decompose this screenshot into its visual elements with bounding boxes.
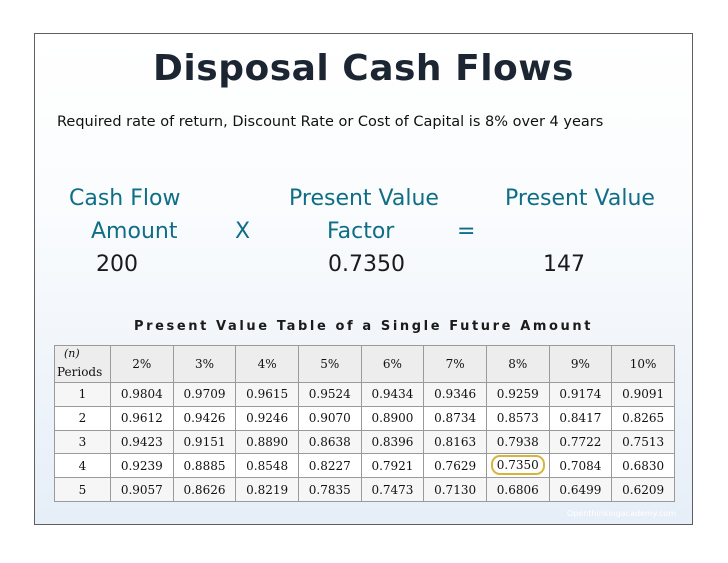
cash-flow-value: 200 bbox=[96, 252, 138, 277]
table-header-row: (n) Periods 2% 3% 4% 5% 6% 7% 8% 9% 10% bbox=[54, 345, 675, 383]
factor-cell: 0.7473 bbox=[360, 477, 425, 502]
rate-header: 4% bbox=[235, 345, 299, 383]
factor-cell: 0.8163 bbox=[423, 429, 487, 455]
equals-symbol: = bbox=[457, 219, 476, 244]
rate-header: 9% bbox=[548, 345, 613, 383]
rate-header: 5% bbox=[297, 345, 362, 383]
factor-cell: 0.9246 bbox=[235, 405, 299, 431]
cash-flow-label-line1: Cash Flow bbox=[69, 186, 181, 211]
factor-cell: 0.6806 bbox=[485, 477, 550, 502]
factor-cell: 0.9423 bbox=[110, 429, 174, 455]
pv-factor-label-line1: Present Value bbox=[289, 186, 439, 211]
present-value-table: (n) Periods 2% 3% 4% 5% 6% 7% 8% 9% 10% 1 0.9804 0… bbox=[54, 345, 675, 502]
pv-label: Present Value bbox=[505, 186, 655, 211]
rate-header: 10% bbox=[611, 345, 675, 383]
factor-cell: 0.8890 bbox=[235, 429, 299, 455]
factor-cell: 0.8900 bbox=[360, 405, 425, 431]
cash-flow-label-line2: Amount bbox=[91, 219, 178, 244]
slide-title: Disposal Cash Flows bbox=[153, 48, 574, 89]
factor-cell: 0.7513 bbox=[611, 429, 675, 455]
factor-cell: 0.9709 bbox=[172, 382, 237, 407]
period-cell: 4 bbox=[54, 453, 111, 479]
table-row: 5 0.9057 0.8626 0.8219 0.7835 0.7473 0.7130 0.6… bbox=[54, 477, 675, 502]
factor-cell: 0.9524 bbox=[297, 382, 362, 407]
highlighted-factor-cell: 0.7350 bbox=[485, 453, 550, 479]
factor-cell: 0.8573 bbox=[485, 405, 550, 431]
table-row: 1 0.9804 0.9709 0.9615 0.9524 0.9434 0.9346 0.9… bbox=[54, 382, 675, 407]
factor-cell: 0.7835 bbox=[297, 477, 362, 502]
factor-cell: 0.9239 bbox=[110, 453, 174, 479]
factor-cell: 0.9070 bbox=[297, 405, 362, 431]
factor-cell: 0.9346 bbox=[423, 382, 487, 407]
factor-cell: 0.6830 bbox=[611, 453, 675, 479]
period-cell: 5 bbox=[54, 477, 111, 502]
period-cell: 1 bbox=[54, 382, 111, 407]
factor-cell: 0.9612 bbox=[110, 405, 174, 431]
factor-cell: 0.8734 bbox=[423, 405, 487, 431]
factor-cell: 0.8885 bbox=[172, 453, 237, 479]
factor-cell: 0.9259 bbox=[485, 382, 550, 407]
factor-cell: 0.7130 bbox=[423, 477, 487, 502]
factor-cell: 0.9091 bbox=[611, 382, 675, 407]
factor-cell: 0.8417 bbox=[548, 405, 613, 431]
factor-cell: 0.7938 bbox=[485, 429, 550, 455]
factor-cell: 0.8396 bbox=[360, 429, 425, 455]
factor-cell: 0.8265 bbox=[611, 405, 675, 431]
table-row: 2 0.9612 0.9426 0.9246 0.9070 0.8900 0.8734 0.8… bbox=[54, 405, 675, 431]
table-row: 3 0.9423 0.9151 0.8890 0.8638 0.8396 0.8163 0.7… bbox=[54, 429, 675, 455]
footer-watermark: Openthinkingacademy.com bbox=[566, 509, 676, 518]
pv-value: 147 bbox=[543, 252, 585, 277]
pv-factor-label-line2: Factor bbox=[327, 219, 395, 244]
table-row: 4 0.9239 0.8885 0.8548 0.8227 0.7921 0.7629 0.7… bbox=[54, 453, 675, 479]
factor-cell: 0.8219 bbox=[235, 477, 299, 502]
periods-header: (n) Periods bbox=[54, 345, 111, 383]
pv-factor-value: 0.7350 bbox=[328, 252, 405, 277]
factor-cell: 0.7921 bbox=[360, 453, 425, 479]
factor-cell: 0.9426 bbox=[172, 405, 237, 431]
rate-header: 7% bbox=[423, 345, 487, 383]
factor-cell: 0.9174 bbox=[548, 382, 613, 407]
factor-cell: 0.8626 bbox=[172, 477, 237, 502]
factor-cell: 0.9615 bbox=[235, 382, 299, 407]
factor-cell: 0.8548 bbox=[235, 453, 299, 479]
rate-header: 2% bbox=[110, 345, 174, 383]
factor-cell: 0.7629 bbox=[423, 453, 487, 479]
factor-cell: 0.9804 bbox=[110, 382, 174, 407]
period-cell: 2 bbox=[54, 405, 111, 431]
highlight-ring: 0.7350 bbox=[490, 455, 545, 476]
rate-header: 8% bbox=[485, 345, 550, 383]
table-title: Present Value Table of a Single Future A… bbox=[133, 319, 594, 334]
factor-cell: 0.7722 bbox=[548, 429, 613, 455]
periods-label: Periods bbox=[57, 365, 103, 379]
slide-subtitle: Required rate of return, Discount Rate o… bbox=[57, 114, 604, 130]
factor-cell: 0.8227 bbox=[297, 453, 362, 479]
factor-cell: 0.9151 bbox=[172, 429, 237, 455]
n-label: (n) bbox=[64, 347, 80, 360]
factor-cell: 0.9057 bbox=[110, 477, 174, 502]
rate-header: 6% bbox=[360, 345, 425, 383]
factor-cell: 0.9434 bbox=[360, 382, 425, 407]
rate-header: 3% bbox=[172, 345, 237, 383]
factor-cell: 0.7084 bbox=[548, 453, 613, 479]
slide: Disposal Cash Flows Required rate of ret… bbox=[34, 33, 693, 525]
factor-cell: 0.6209 bbox=[611, 477, 675, 502]
multiply-symbol: X bbox=[235, 219, 251, 244]
period-cell: 3 bbox=[54, 429, 111, 455]
factor-cell: 0.8638 bbox=[297, 429, 362, 455]
factor-cell: 0.6499 bbox=[548, 477, 613, 502]
